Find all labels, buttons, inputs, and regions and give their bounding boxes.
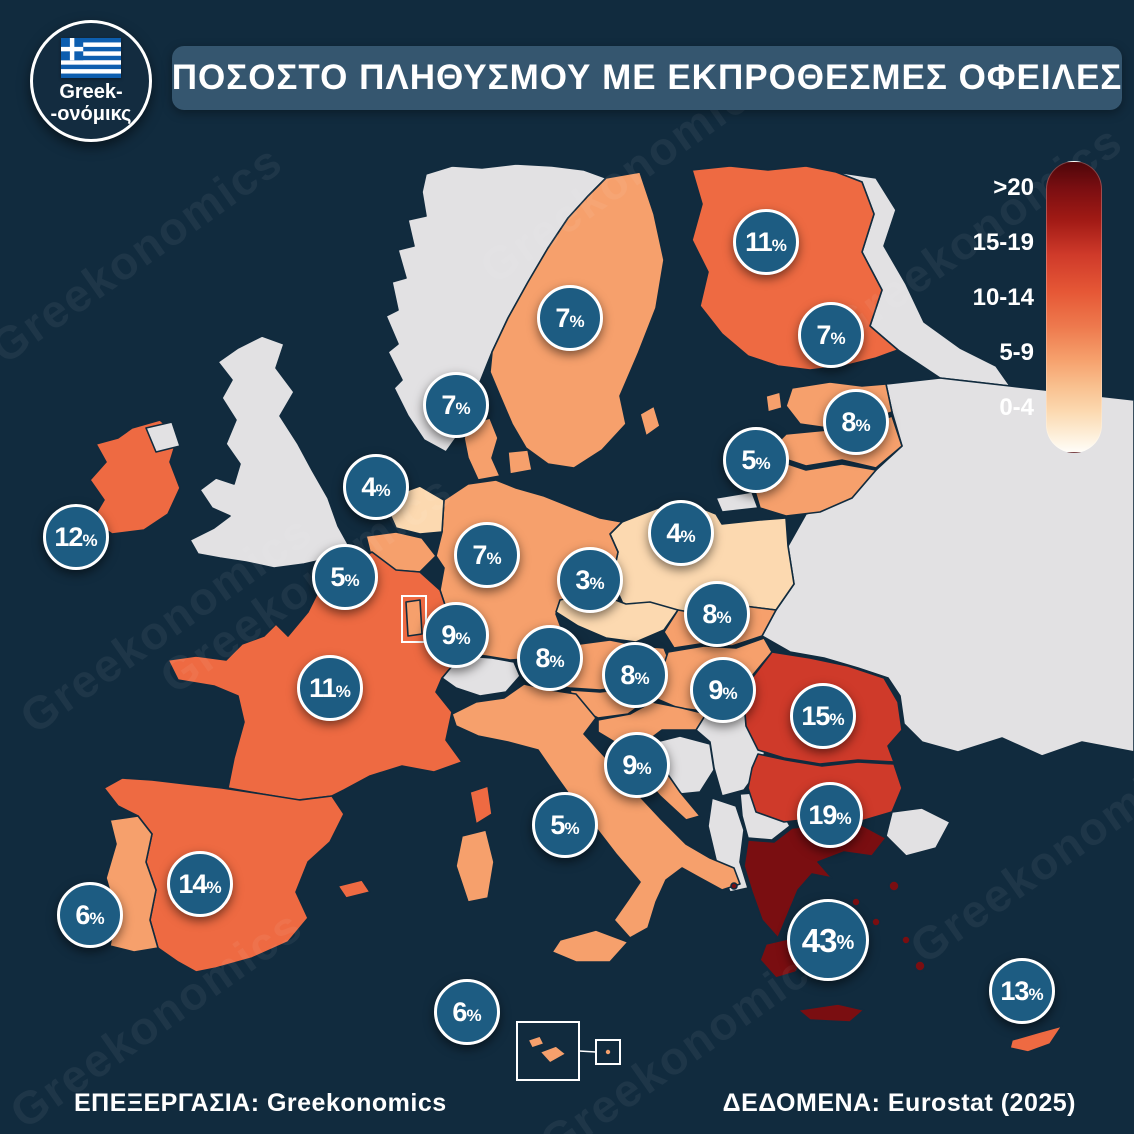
country-albania-montenegro (707, 797, 749, 893)
page-title: ΠΟΣΟΣΤΟ ΠΛΗΘΥΣΜΟΥ ΜΕ ΕΚΠΡΟΘΕΣΜΕΣ ΟΦΕΙΛΕΣ (171, 58, 1123, 97)
island-aegean-2 (871, 917, 881, 927)
island-malta (539, 1045, 567, 1064)
value-badge-netherlands: 4% (343, 454, 409, 520)
island-corsica (469, 785, 493, 825)
legend-label-3: 5-9 (999, 339, 1034, 366)
island-saaremaa (765, 391, 783, 413)
value-badge-ireland: 12% (43, 504, 109, 570)
value-badge-slovakia: 8% (684, 581, 750, 647)
malta-location-dot (604, 1048, 612, 1056)
country-united-kingdom (189, 335, 349, 569)
value-badge-malta: 6% (434, 979, 500, 1045)
island-zealand (507, 449, 533, 475)
country-northern-ireland (145, 421, 181, 453)
legend-label-0: >20 (993, 174, 1034, 201)
country-italy (451, 683, 741, 939)
title-bar: ΠΟΣΟΣΤΟ ΠΛΗΘΥΣΜΟΥ ΜΕ ΕΚΠΡΟΘΕΣΜΕΣ ΟΦΕΙΛΕΣ (172, 46, 1122, 110)
logo-text-line2: -ονόμικς (50, 102, 132, 125)
legend-label-1: 15-19 (972, 229, 1034, 256)
island-crete (797, 1003, 865, 1023)
value-badge-romania: 15% (790, 683, 856, 749)
country-kaliningrad (715, 491, 759, 513)
greekonomics-logo: Greek- -ονόμικς (30, 20, 152, 142)
island-aegean-4 (901, 935, 911, 945)
value-badge-estonia: 7% (798, 302, 864, 368)
greek-flag-icon (61, 37, 121, 78)
value-badge-spain: 14% (167, 851, 233, 917)
island-gotland (639, 405, 661, 437)
island-ionian (730, 882, 738, 890)
value-badge-czechia: 3% (557, 547, 623, 613)
value-badge-belgium: 5% (312, 544, 378, 610)
value-badge-france: 11% (297, 655, 363, 721)
footer-data-source: ΔΕΔΟΜΕΝΑ: Eurostat (2025) (722, 1089, 1076, 1117)
footer-credit: ΕΠΕΞΕΡΓΑΣΙΑ: Greekonomics (74, 1089, 447, 1117)
island-balearics (337, 879, 371, 899)
value-badge-denmark: 7% (423, 372, 489, 438)
value-badge-croatia: 9% (604, 732, 670, 798)
country-cyprus (1009, 1025, 1063, 1053)
value-badge-slovenia: 8% (602, 642, 668, 708)
island-gozo (527, 1035, 545, 1049)
value-badge-portugal: 6% (57, 882, 123, 948)
legend-label-2: 10-14 (972, 284, 1034, 311)
value-badge-poland: 4% (648, 500, 714, 566)
value-badge-lithuania: 5% (723, 427, 789, 493)
country-denmark (463, 417, 501, 481)
island-aegean-1 (851, 897, 861, 907)
value-badge-cyprus: 13% (989, 958, 1055, 1024)
value-badge-germany: 7% (454, 522, 520, 588)
legend-gradient-bar (1046, 161, 1102, 453)
island-sardinia (455, 829, 495, 903)
value-badge-finland: 11% (733, 209, 799, 275)
value-badge-greece: 43% (787, 899, 869, 981)
value-badge-sweden: 7% (537, 285, 603, 351)
value-badge-luxembourg: 9% (423, 602, 489, 668)
malta-location-box (595, 1039, 621, 1065)
value-badge-italy: 5% (532, 792, 598, 858)
country-turkey-thrace (885, 807, 951, 857)
island-aegean-3 (888, 880, 900, 892)
value-badge-bulgaria: 19% (797, 782, 863, 848)
legend: >20 15-19 10-14 5-9 0-4 (952, 161, 1102, 453)
island-sicily (551, 929, 629, 963)
logo-text-line1: Greek- (59, 80, 123, 103)
value-badge-austria: 8% (517, 625, 583, 691)
malta-connector-line (578, 1050, 597, 1053)
legend-label-4: 0-4 (999, 394, 1034, 421)
value-badge-hungary: 9% (690, 657, 756, 723)
island-rhodes (914, 960, 926, 972)
country-luxembourg (405, 599, 423, 637)
value-badge-latvia: 8% (823, 389, 889, 455)
